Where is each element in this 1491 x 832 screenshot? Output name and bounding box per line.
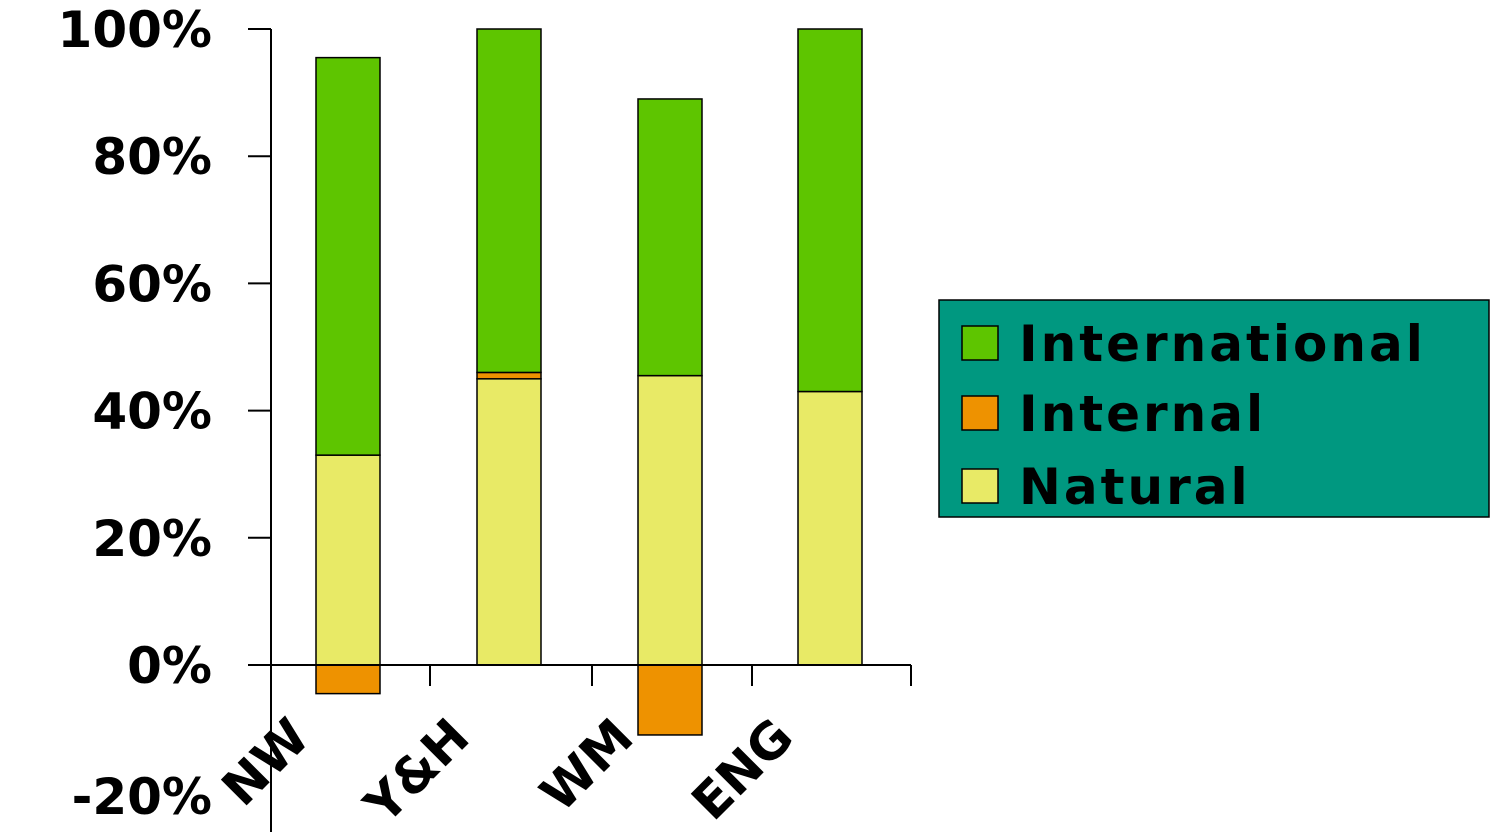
bar-international-wm — [637, 98, 703, 377]
legend-box — [938, 299, 1490, 518]
y-tick-label: 100% — [58, 1, 212, 59]
bar-natural-yh — [476, 378, 542, 666]
legend-swatch-internal — [961, 395, 999, 431]
legend: International Internal Natural — [938, 299, 1490, 518]
legend-label-natural: Natural — [1019, 458, 1251, 516]
axes-layer — [248, 28, 912, 832]
legend-swatch-natural — [961, 468, 999, 504]
bar-natural-eng — [797, 390, 863, 666]
x-category-label: NW — [211, 707, 321, 817]
legend-label-internal: Internal — [1019, 385, 1266, 443]
y-tick-label: 0% — [127, 637, 212, 695]
bar-international-eng — [797, 28, 863, 393]
x-category-label: Y&H — [353, 707, 481, 832]
legend-label-international: International — [1019, 315, 1426, 373]
bar-international-yh — [476, 28, 542, 374]
y-tick-label: 40% — [92, 383, 212, 441]
bar-natural-wm — [637, 374, 703, 666]
bar-internal-wm — [637, 664, 703, 736]
bars-layer — [315, 28, 863, 736]
y-tick-label: 80% — [92, 128, 212, 186]
y-tick-label: -20% — [72, 768, 212, 826]
bar-internal-nw — [315, 664, 381, 695]
y-tick-label: 20% — [92, 510, 212, 568]
bar-natural-nw — [315, 454, 381, 666]
bar-internal-yh — [476, 371, 542, 380]
y-tick-label: 60% — [92, 255, 212, 313]
x-category-label: WM — [529, 707, 644, 822]
bar-international-nw — [315, 56, 381, 456]
legend-swatch-international — [961, 325, 999, 361]
